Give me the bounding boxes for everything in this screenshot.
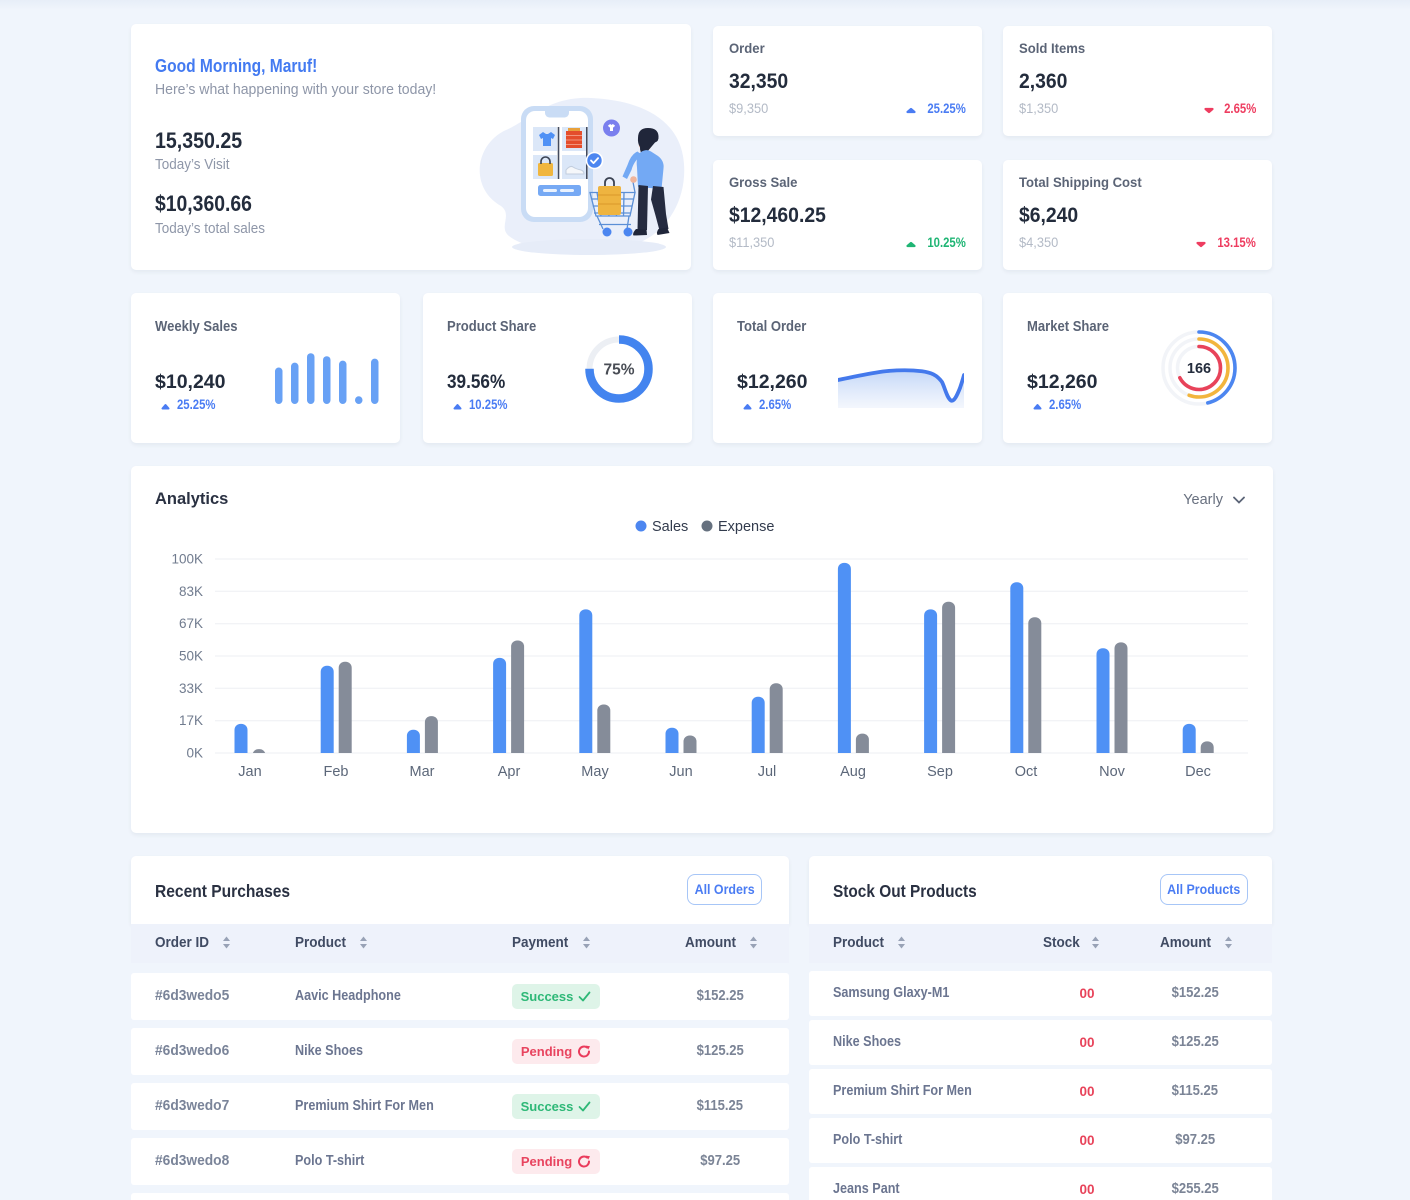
svg-text:Oct: Oct — [1015, 764, 1038, 780]
svg-text:Mar: Mar — [410, 764, 435, 780]
svg-text:17K: 17K — [179, 713, 203, 728]
svg-text:Apr: Apr — [498, 764, 521, 780]
svg-text:Jan: Jan — [238, 764, 261, 780]
svg-text:Aug: Aug — [840, 764, 866, 780]
svg-text:Nov: Nov — [1099, 764, 1126, 780]
svg-text:75%: 75% — [603, 362, 634, 379]
svg-text:Jul: Jul — [758, 764, 777, 780]
svg-text:166: 166 — [1187, 361, 1211, 377]
svg-text:Sep: Sep — [927, 764, 953, 780]
svg-text:Feb: Feb — [324, 764, 349, 780]
svg-text:100K: 100K — [171, 552, 203, 567]
svg-text:Expense: Expense — [718, 519, 774, 535]
svg-text:67K: 67K — [179, 616, 203, 631]
svg-text:Dec: Dec — [1185, 764, 1211, 780]
svg-text:50K: 50K — [179, 649, 203, 664]
svg-text:33K: 33K — [179, 681, 203, 696]
svg-text:0K: 0K — [186, 746, 203, 761]
svg-text:Sales: Sales — [652, 519, 688, 535]
svg-text:May: May — [581, 764, 609, 780]
svg-text:Jun: Jun — [669, 764, 692, 780]
svg-text:83K: 83K — [179, 584, 203, 599]
